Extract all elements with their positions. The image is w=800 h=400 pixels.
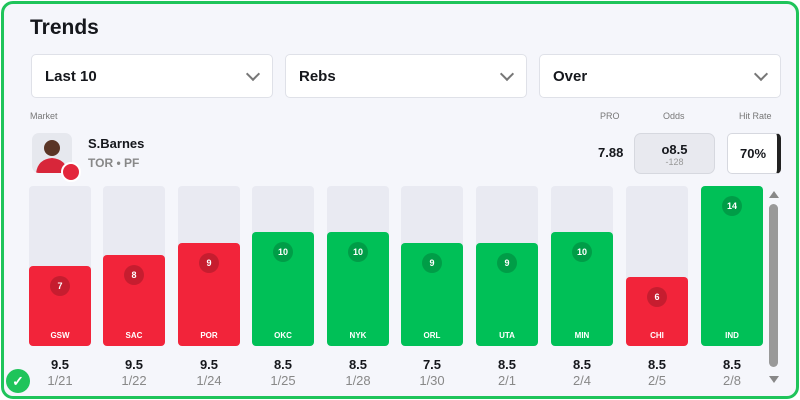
line-value: 8.5 [572, 357, 592, 372]
dropdown-value: Rebs [299, 67, 336, 85]
opponent-label: POR [200, 331, 218, 340]
game-date: 2/1 [497, 373, 517, 388]
bar-hit: 10 MIN [551, 231, 613, 346]
bar-column[interactable]: 9 UTA [476, 186, 538, 346]
page-title: Trends [30, 16, 99, 39]
bar-column[interactable]: 10 MIN [551, 186, 613, 346]
scroll-up-arrow[interactable] [769, 191, 779, 198]
game-date: 1/25 [270, 373, 296, 388]
bar-column[interactable]: 9 ORL [401, 186, 463, 346]
chevron-down-icon [499, 66, 515, 81]
scrollbar-thumb[interactable] [769, 204, 778, 367]
hit-rate-label: Hit Rate [739, 111, 772, 121]
bar-value: 10 [572, 241, 592, 262]
bar-miss: 9 POR [178, 243, 240, 346]
line-value: 8.5 [647, 357, 667, 372]
odds-label: Odds [663, 111, 685, 121]
opponent-label: MIN [574, 331, 590, 340]
market-label: Market [30, 111, 58, 121]
bar-value: 8 [124, 264, 144, 285]
bar-column[interactable]: 6 CHI [626, 186, 688, 346]
line-value: 8.5 [497, 357, 517, 372]
stat-dropdown[interactable]: Rebs [285, 54, 527, 98]
bar-column[interactable]: 10 NYK [327, 186, 389, 346]
game-date: 2/5 [647, 373, 667, 388]
bar-value: 9 [497, 253, 517, 274]
bar-hit: 10 OKC [252, 231, 314, 346]
bar-miss: 8 SAC [103, 254, 165, 346]
bar-miss: 6 CHI [626, 277, 688, 346]
opponent-label: SAC [125, 331, 143, 340]
opponent-label: GSW [50, 331, 70, 340]
player-name[interactable]: S.Barnes [88, 136, 145, 151]
dropdown-value: Over [553, 67, 588, 85]
line-value: 9.5 [50, 357, 70, 372]
game-date: 1/22 [121, 373, 147, 388]
opponent-label: ORL [423, 331, 441, 340]
player-team-position: TOR • PF [88, 156, 140, 170]
player-avatar [32, 133, 72, 173]
hit-rate-value: 70% [727, 133, 781, 174]
game-date: 2/4 [572, 373, 592, 388]
chevron-down-icon [245, 66, 261, 81]
opponent-label: OKC [274, 331, 292, 340]
scroll-down-arrow[interactable] [769, 376, 779, 383]
line-value: 9.5 [124, 357, 144, 372]
bar-value: 6 [647, 287, 667, 308]
line-value: 8.5 [348, 357, 368, 372]
bar-hit: 14 IND [701, 186, 763, 346]
opponent-label: CHI [650, 331, 664, 340]
chevron-down-icon [753, 66, 769, 81]
bar-value: 9 [199, 253, 219, 274]
bar-value: 9 [422, 253, 442, 274]
line-value: 8.5 [273, 357, 293, 372]
bar-column[interactable]: 7 GSW [29, 186, 91, 346]
over-under-dropdown[interactable]: Over [539, 54, 781, 98]
line-value: 7.5 [422, 357, 442, 372]
bar-hit: 10 NYK [327, 231, 389, 346]
bar-hit: 9 UTA [476, 243, 538, 346]
game-date: 1/21 [47, 373, 73, 388]
pro-value: 7.88 [598, 145, 624, 160]
team-logo-icon [61, 162, 81, 182]
game-date: 2/8 [722, 373, 742, 388]
bar-value: 10 [273, 241, 293, 262]
bar-value: 14 [722, 196, 742, 216]
opponent-label: IND [725, 331, 739, 340]
bar-hit: 9 ORL [401, 243, 463, 346]
bar-column[interactable]: 9 POR [178, 186, 240, 346]
bar-column[interactable]: 14 IND [701, 186, 763, 346]
game-date: 1/24 [196, 373, 222, 388]
bar-value: 10 [348, 241, 368, 262]
pro-label: PRO [600, 111, 620, 121]
game-date: 1/30 [419, 373, 445, 388]
line-value: 9.5 [199, 357, 219, 372]
odds-button[interactable]: o8.5 -128 [634, 133, 715, 174]
dropdown-value: Last 10 [45, 67, 97, 85]
line-value: 8.5 [722, 357, 742, 372]
opponent-label: NYK [349, 331, 367, 340]
bar-column[interactable]: 8 SAC [103, 186, 165, 346]
check-icon: ✓ [6, 369, 30, 393]
opponent-label: UTA [499, 331, 515, 340]
bar-value: 7 [50, 276, 70, 296]
bar-column[interactable]: 10 OKC [252, 186, 314, 346]
odds-price: -128 [665, 157, 684, 167]
bar-miss: 7 GSW [29, 266, 91, 346]
odds-line: o8.5 [661, 142, 688, 157]
games-range-dropdown[interactable]: Last 10 [31, 54, 273, 98]
game-date: 1/28 [345, 373, 371, 388]
